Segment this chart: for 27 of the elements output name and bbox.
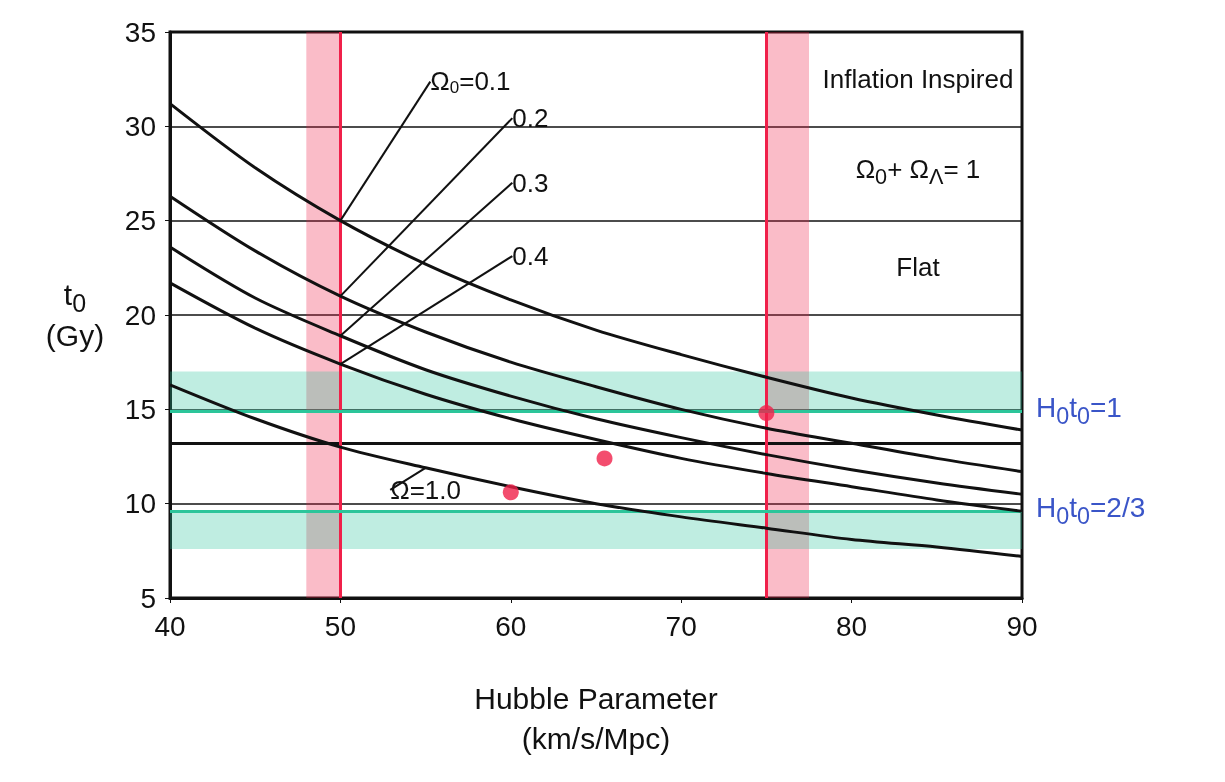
annotation: H$_{0}$t$_{0}$=2/3 xyxy=(1036,491,1146,531)
x-tick-label: 80 xyxy=(836,610,868,642)
x-tick-label: 70 xyxy=(665,610,697,642)
y-axis-title: t$_{0}$ (Gy) xyxy=(45,276,105,354)
text: 0.3 xyxy=(512,167,549,198)
y-tick-label: 15 xyxy=(124,393,156,425)
y-tick-label: 25 xyxy=(124,205,156,237)
x-axis-title: Hubble Parameter (km/s/Mpc) xyxy=(474,681,718,755)
x-tick-label: 50 xyxy=(324,610,356,642)
annotation: H$_{0}$t$_{0}$=1 xyxy=(1036,391,1122,431)
point xyxy=(758,405,775,422)
annotation: Inflation Inspired xyxy=(822,64,1014,96)
y-tick-label: 35 xyxy=(124,16,156,48)
y-tick-label: 10 xyxy=(124,488,156,520)
point xyxy=(502,484,519,501)
y-tick-label: 5 xyxy=(140,582,156,614)
annotation: Flat xyxy=(896,252,940,284)
x-tick-label: 90 xyxy=(1006,610,1038,642)
annotation: Ω$_{0}$+ Ω$_{Λ}$= 1 xyxy=(855,153,981,191)
text: 0.4 xyxy=(512,241,549,272)
series-label: Ω=1.0 xyxy=(390,474,461,505)
text: 0.2 xyxy=(512,103,549,134)
y-tick-label: 20 xyxy=(124,299,156,331)
point xyxy=(596,450,613,467)
y-tick-label: 30 xyxy=(124,110,156,142)
x-tick-label: 40 xyxy=(154,610,186,642)
x-tick-label: 60 xyxy=(495,610,527,642)
